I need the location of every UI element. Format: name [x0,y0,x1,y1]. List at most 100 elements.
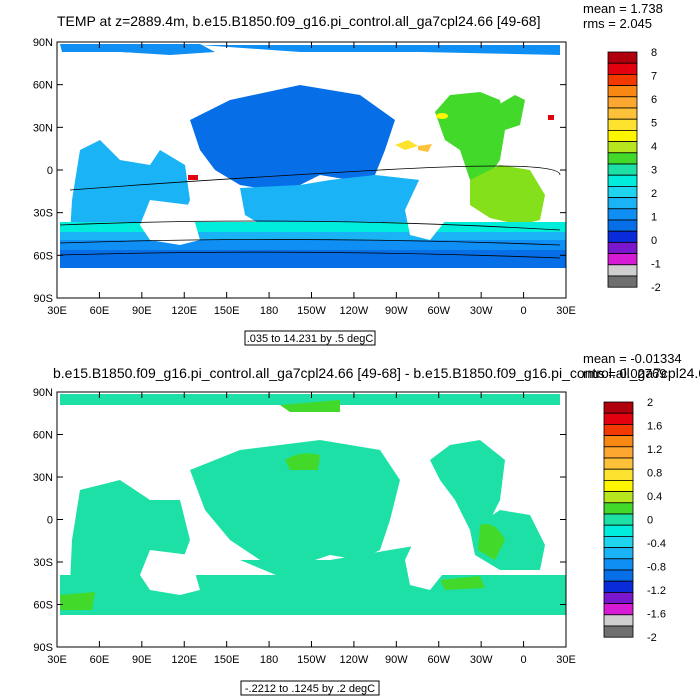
top-title: TEMP at z=2889.4m, b.e15.B1850.f09_g16.p… [57,13,540,29]
top-colorbar-label: 7 [651,71,657,83]
top-lat-label: 60N [33,80,53,92]
top-colorbar-swatch [607,141,638,154]
top-range-label: .035 to 14.231 by .5 degC [247,333,374,345]
top-colorbar-label: 0 [651,235,657,247]
bottom-colorbar-swatch [603,457,634,470]
bottom-colorbar-swatch [603,513,634,526]
top-lat-label: 0 [47,165,53,177]
top-lat-label: 60S [33,250,53,262]
bottom-mean: mean = -0.01334 [583,351,682,366]
bottom-colorbar-swatch [603,524,634,537]
top-lat-label: 90N [33,37,53,49]
top-lat-label: 30S [33,208,53,220]
bottom-lon-label: 30W [470,654,493,666]
top-lon-label: 120W [340,305,369,317]
top-colorbar-swatch [607,174,638,187]
top-colorbar-swatch [607,96,638,109]
top-panel: TEMP at z=2889.4m, b.e15.B1850.f09_g16.p… [33,1,663,346]
bottom-lon-label: 0 [521,654,527,666]
bottom-colorbar-label: 1.2 [647,444,662,456]
bottom-lon-label: 180 [260,654,278,666]
bottom-lat-label: 90N [33,387,53,399]
bottom-lon-axis: 30E 60E 90E 120E 150E 180 150W 120W 90W 60W 30W 0 30… [47,392,576,666]
top-lon-label: 0 [521,305,527,317]
top-colorbar-swatch [607,107,638,120]
bottom-lon-label: 30E [47,654,67,666]
bottom-lon-label: 150E [214,654,240,666]
bottom-lat-axis: 90N 60N 30N 0 30S 60S 90S [33,387,566,654]
bottom-colorbar-label: -0.4 [647,538,666,550]
bottom-colorbar-swatch [603,580,634,593]
bottom-colorbar-swatch [603,412,634,425]
bottom-lat-label: 90S [33,642,53,654]
top-lon-axis: 30E 60E 90E 120E 150E 180 150W 120W 90W 60W 30W 0 30… [47,42,576,317]
bottom-lat-label: 60N [33,430,53,442]
top-range-box [244,330,376,346]
top-colorbar-label: 6 [651,94,657,106]
bottom-range-label: -.2212 to .1245 by .2 degC [245,683,375,695]
bottom-map-field [57,392,566,647]
top-lon-label: 120E [171,305,197,317]
bottom-lon-label: 120W [340,654,369,666]
bottom-colorbar-label: 0.4 [647,491,662,503]
top-colorbar-swatch [607,264,638,277]
bottom-lat-label: 0 [47,515,53,527]
top-colorbar-swatch [607,253,638,266]
top-colorbar-label: 8 [651,47,657,59]
bottom-colorbar-swatch [603,491,634,504]
bottom-colorbar-swatch [603,547,634,560]
bottom-colorbar-swatch [603,569,634,582]
bottom-lon-label: 60E [90,654,110,666]
bottom-colorbar-label: 2 [647,397,653,409]
top-colorbar-swatch [607,62,638,75]
top-colorbar-swatch [607,152,638,165]
top-lon-label: 90E [132,305,152,317]
bottom-lon-label: 60W [427,654,450,666]
bottom-rms: rms = 0.02769 [583,366,666,381]
top-colorbar-swatch [607,208,638,221]
bottom-colorbar-swatch [603,536,634,549]
top-colorbar-label: 4 [651,141,657,153]
top-mean: mean = 1.738 [583,1,663,16]
bottom-colorbar-swatch [603,423,634,436]
top-colorbar: 8 7 6 5 4 3 2 1 0 -1 -2 [607,47,661,294]
bottom-colorbar-swatch [603,592,634,605]
bottom-colorbar-label: -0.8 [647,562,666,574]
bottom-colorbar-swatch [603,502,634,515]
top-colorbar-label: 1 [651,212,657,224]
top-lon-label: 150W [297,305,326,317]
top-colorbar-label: -2 [651,282,661,294]
bottom-lon-label: 150W [297,654,326,666]
top-lat-axis: 90N 60N 30N 0 30S 60S 90S [33,37,566,305]
bottom-colorbar-swatch [603,558,634,571]
top-colorbar-swatch [607,219,638,232]
bottom-colorbar-swatch [603,479,634,492]
bottom-lat-label: 30N [33,472,53,484]
top-colorbar-swatch [607,197,638,210]
bottom-lon-label: 120E [171,654,197,666]
bottom-colorbar-swatch [603,468,634,481]
top-lon-label: 30E [47,305,67,317]
bottom-colorbar-label: 0 [647,515,653,527]
bottom-colorbar: 2 1.6 1.2 0.8 0.4 0 -0.4 -0.8 -1.2 -1.6 -2 [603,397,666,644]
top-map-field [57,42,566,298]
bottom-colorbar-swatch [603,603,634,616]
top-colorbar-swatch [607,163,638,176]
top-colorbar-label: 2 [651,188,657,200]
top-colorbar-swatch [607,85,638,98]
bottom-colorbar-swatch [603,435,634,448]
top-lon-label: 90W [385,305,408,317]
bottom-colorbar-swatch [603,614,634,627]
top-colorbar-label: 5 [651,118,657,130]
top-lon-label: 60W [427,305,450,317]
top-colorbar-swatch [607,129,638,142]
top-colorbar-label: 3 [651,165,657,177]
top-colorbar-swatch [607,118,638,131]
top-colorbar-swatch [607,275,638,288]
top-colorbar-swatch [607,241,638,254]
top-lon-label: 30E [556,305,576,317]
top-lon-label: 180 [260,305,278,317]
bottom-colorbar-label: -2 [647,632,657,644]
top-rms: rms = 2.045 [583,16,652,31]
